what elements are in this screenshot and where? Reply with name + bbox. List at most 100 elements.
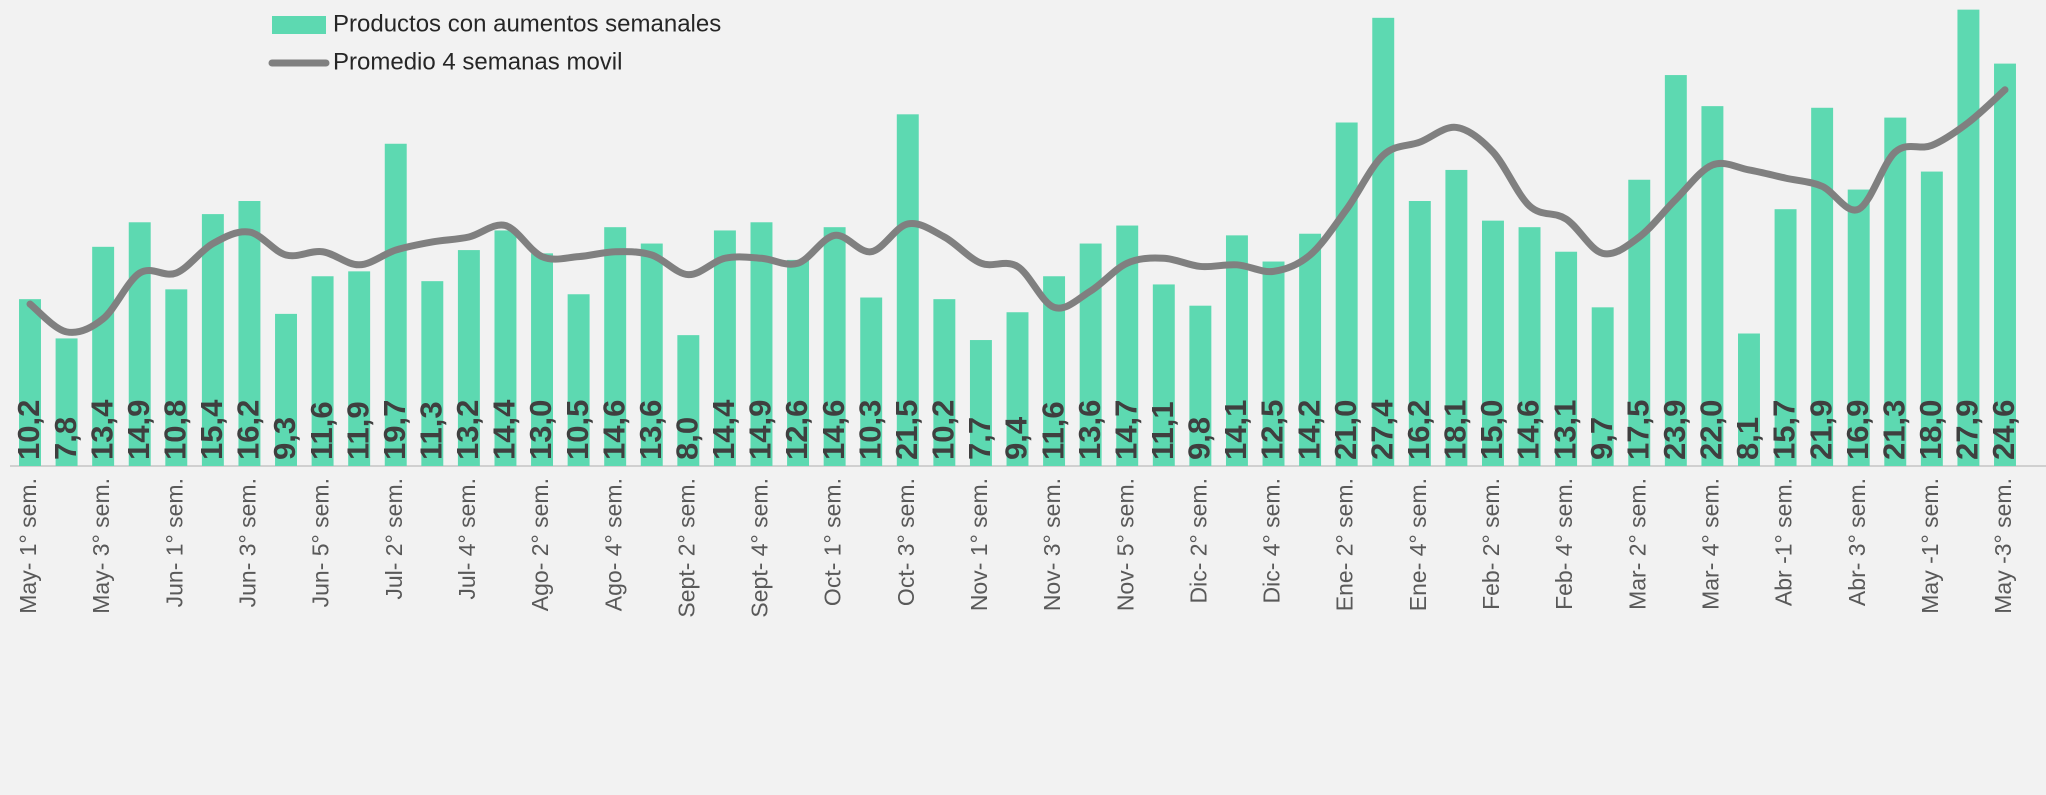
bar (92, 246, 115, 466)
data-label: 17,5 (1620, 400, 1655, 460)
legend-swatch (272, 16, 326, 34)
data-label: 13,6 (633, 400, 668, 460)
x-tick-label: Ago- 4° sem. (600, 478, 626, 611)
data-label: 14,6 (596, 400, 631, 460)
data-label: 15,0 (1474, 400, 1509, 460)
x-tick-label: May -1° sem. (1917, 478, 1943, 614)
x-tick-label: Dic- 2° sem. (1185, 478, 1211, 604)
bar (1043, 276, 1066, 466)
x-tick-label: Ago- 2° sem. (527, 478, 553, 611)
x-tick-label: Abr- 3° sem. (1844, 478, 1870, 606)
data-label: 14,4 (706, 399, 741, 460)
bar (1664, 75, 1687, 467)
data-label: 15,7 (1767, 400, 1802, 460)
bar (1994, 63, 2016, 466)
data-label: 8,0 (670, 417, 705, 460)
data-label: 14,7 (1108, 400, 1143, 460)
data-label: 9,7 (1584, 417, 1619, 460)
bar (567, 294, 590, 466)
data-label: 14,6 (816, 400, 851, 460)
bar (1701, 106, 1724, 467)
x-tick-label: Jun- 5° sem. (308, 478, 334, 607)
bar (1555, 251, 1578, 466)
legend-label: Promedio 4 semanas movil (333, 48, 622, 75)
x-tick-label: Ene- 4° sem. (1405, 478, 1431, 611)
data-label: 15,4 (194, 399, 229, 460)
data-label: 14,4 (487, 399, 522, 460)
data-label: 7,8 (48, 417, 83, 460)
bar (1262, 261, 1285, 466)
bar (1481, 220, 1504, 466)
data-label: 10,2 (926, 400, 961, 460)
data-label: 13,0 (523, 400, 558, 460)
bar (1116, 225, 1139, 466)
data-label: 21,3 (1876, 400, 1911, 460)
bar (531, 253, 554, 466)
bar (1774, 209, 1797, 466)
bar (1920, 171, 1943, 467)
bar (1884, 117, 1907, 466)
data-label: 16,2 (231, 400, 266, 460)
legend-label: Productos con aumentos semanales (333, 10, 721, 37)
bar (860, 297, 883, 466)
data-label: 13,2 (450, 400, 485, 460)
data-label: 16,9 (1840, 400, 1875, 460)
bar (713, 230, 736, 466)
data-label: 23,9 (1657, 400, 1692, 460)
bar (1518, 227, 1541, 466)
data-label: 27,4 (1364, 399, 1399, 460)
data-label: 9,8 (1182, 417, 1217, 460)
data-label: 11,3 (414, 401, 449, 460)
bar (1372, 17, 1395, 467)
data-label: 8,1 (1730, 417, 1765, 460)
data-label: 24,6 (1986, 400, 2021, 460)
bar (1847, 189, 1870, 467)
data-label: 14,2 (1291, 400, 1326, 460)
bar (969, 340, 992, 466)
bar (311, 276, 334, 466)
x-tick-label: Feb- 2° sem. (1478, 478, 1504, 610)
bar (275, 313, 297, 466)
bar (1445, 169, 1468, 466)
bar (1079, 243, 1102, 466)
bar (494, 230, 517, 466)
data-label: 14,6 (1511, 400, 1546, 460)
data-label: 7,7 (962, 417, 997, 460)
data-label: 27,9 (1950, 400, 1985, 460)
bar (1811, 107, 1834, 467)
data-label: 19,7 (377, 400, 412, 460)
bar (19, 299, 41, 466)
data-label: 22,0 (1694, 400, 1729, 460)
data-label: 18,1 (1438, 400, 1473, 460)
data-label: 10,2 (11, 400, 46, 460)
bar (640, 243, 663, 466)
x-tick-label: Nov- 5° sem. (1112, 478, 1138, 611)
x-tick-label: Nov- 1° sem. (966, 478, 992, 611)
x-tick-label: Jun- 1° sem. (161, 478, 187, 607)
bar (1957, 9, 1980, 467)
bar (1335, 122, 1358, 466)
bar (823, 227, 846, 466)
bar (348, 271, 371, 466)
bar (1408, 201, 1431, 466)
bar (1189, 305, 1212, 466)
data-label: 12,5 (1255, 400, 1290, 460)
bar (238, 201, 261, 466)
bar (896, 114, 919, 467)
x-tick-label: Jul- 2° sem. (381, 478, 407, 600)
x-tick-label: Sept- 4° sem. (747, 478, 773, 618)
x-tick-label: Ene- 2° sem. (1332, 478, 1358, 611)
x-tick-label: Mar- 2° sem. (1624, 478, 1650, 610)
bar (1591, 307, 1614, 466)
data-label: 16,2 (1401, 400, 1436, 460)
bar (933, 299, 956, 466)
data-label: 10,5 (560, 400, 595, 460)
bar (787, 259, 810, 466)
data-label: 11,9 (340, 401, 375, 460)
bar (1738, 333, 1760, 466)
data-label: 10,8 (157, 400, 192, 460)
x-tick-label: Mar- 4° sem. (1697, 478, 1723, 610)
data-label: 14,1 (1218, 400, 1253, 460)
bar (55, 338, 78, 466)
